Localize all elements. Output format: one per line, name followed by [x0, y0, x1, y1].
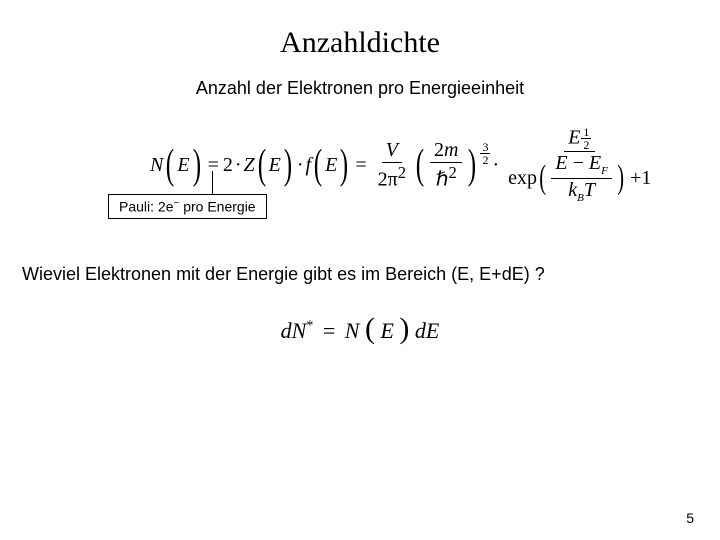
- rparen5: ): [617, 161, 624, 195]
- equals-3: =: [319, 318, 339, 343]
- EF-F: F: [601, 165, 608, 177]
- two-m: 2: [434, 139, 444, 161]
- star: *: [306, 319, 313, 334]
- fermi-denominator: exp ( E − EF kBT ) +1: [508, 152, 651, 204]
- differential-formula: dN* = N ( E ) dE: [0, 314, 720, 344]
- exp32-den: 2: [480, 154, 490, 166]
- page-number: 5: [686, 510, 694, 526]
- dE: dE: [415, 318, 439, 343]
- pauli-annotation: Pauli: 2e− pro Energie: [108, 194, 267, 219]
- subtitle: Anzahl der Elektronen pro Energieeinheit: [0, 78, 720, 99]
- e12-d: 2: [581, 139, 591, 151]
- frac-V-2pi2: V 2π2: [374, 139, 410, 192]
- hbar: ℏ: [436, 168, 449, 190]
- EF-E: E: [589, 152, 601, 174]
- frac-EEF-kT: E − EF kBT: [551, 152, 611, 204]
- mass-term: ( 2m ℏ2 ) 3 2: [413, 139, 490, 192]
- lparen5: (: [539, 161, 546, 195]
- N2: N: [345, 318, 360, 343]
- dot-2: ·: [295, 154, 306, 177]
- sym-Z: Z: [244, 154, 255, 177]
- pauli-pre: Pauli: 2e: [119, 199, 173, 215]
- rparen4: ): [468, 144, 476, 186]
- slide: Anzahldichte Anzahl der Elektronen pro E…: [0, 0, 720, 540]
- equals-1: =: [204, 154, 223, 177]
- sym-f: f: [306, 154, 312, 177]
- rparen2: ): [284, 144, 292, 186]
- exp32-num: 3: [480, 141, 490, 154]
- sym-E4: E: [568, 127, 580, 149]
- dN: dN: [281, 318, 307, 343]
- sym-m: m: [444, 139, 458, 161]
- sym-E2: E: [269, 154, 281, 177]
- density-formula: N ( E ) = 2 · Z ( E ) · f ( E ) = V 2π2 …: [150, 126, 680, 204]
- pauli-post: pro Energie: [179, 199, 255, 215]
- sym-E: E: [177, 154, 189, 177]
- lparen4: (: [416, 144, 424, 186]
- lparen: (: [166, 144, 174, 186]
- frac-ehalf-fermi: E 1 2 exp ( E − EF: [504, 126, 655, 204]
- pauli-connector-line: [212, 171, 213, 195]
- plus-one: +1: [626, 167, 651, 190]
- lparen6: (: [365, 312, 375, 345]
- pi-exp: 2: [398, 163, 406, 182]
- B: B: [577, 192, 584, 204]
- E5: E: [555, 152, 567, 174]
- E-half: E 1 2: [568, 126, 591, 151]
- minus: −: [573, 152, 584, 174]
- T: T: [584, 179, 595, 201]
- rparen3: ): [340, 144, 348, 186]
- rparen: ): [192, 144, 200, 186]
- dot-3: ·: [490, 154, 501, 177]
- k: k: [568, 179, 577, 201]
- hbar-exp: 2: [448, 163, 456, 182]
- sym-E3: E: [325, 154, 337, 177]
- rparen6: ): [399, 312, 409, 345]
- E6: E: [380, 318, 393, 343]
- lparen2: (: [257, 144, 265, 186]
- two: 2: [223, 154, 233, 177]
- lparen3: (: [314, 144, 322, 186]
- dot-1: ·: [233, 154, 244, 177]
- sym-V: V: [386, 139, 398, 161]
- equals-2: =: [351, 154, 370, 177]
- question-text: Wieviel Elektronen mit der Energie gibt …: [22, 264, 545, 285]
- two-pi: 2π: [378, 168, 398, 190]
- exp-word: exp: [508, 167, 537, 190]
- frac-2m-hbar2: 2m ℏ2: [430, 139, 462, 192]
- page-title: Anzahldichte: [0, 26, 720, 60]
- sym-N: N: [150, 154, 163, 177]
- exp-3-2: 3 2: [480, 141, 490, 166]
